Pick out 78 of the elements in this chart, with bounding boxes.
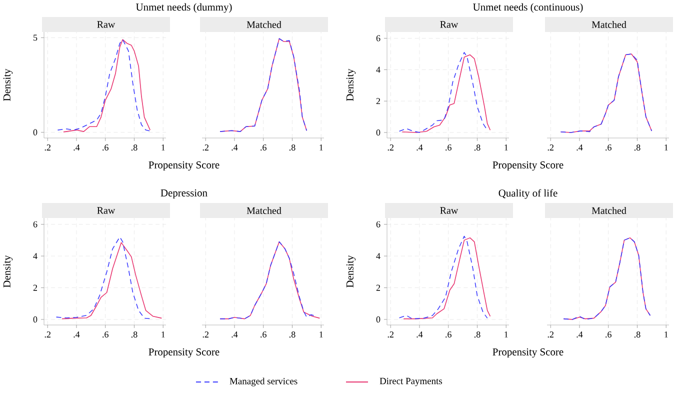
chart-subtitle: Raw [97,207,116,214]
x-axis-title: Propensity Score [492,161,564,171]
x-tick-label: .2 [202,332,208,338]
chart-title: Unmet needs (continuous) [473,3,583,13]
y-tick-label: 5 [34,34,38,41]
x-tick-label: .4 [74,144,80,151]
x-tick-label: .2 [548,144,554,151]
chart-title: Quality of life [498,189,558,199]
x-tick-label: 1 [504,144,508,150]
chart-title: Depression [160,189,208,199]
y-tick-label: 0 [376,316,380,322]
line-series [62,242,162,320]
x-tick-label: .4 [576,144,583,151]
y-tick-label: 6 [376,35,380,42]
y-tick-label: 4 [376,66,380,73]
y-tick-label: 0 [33,316,38,322]
y-tick-label: 2 [376,284,380,291]
y-tick-label: 4 [33,253,38,259]
x-tick-label: .4 [416,144,423,151]
x-tick-label: .6 [446,144,452,151]
x-tick-label: 1 [162,144,165,150]
x-axis-title: Propensity Score [148,161,220,171]
x-tick-label: .8 [474,144,480,151]
x-tick-label: .6 [102,332,108,338]
chart-title: Unmet needs (dummy) [136,3,232,13]
y-tick-label: 6 [33,221,38,228]
x-tick-label: .4 [416,332,423,338]
x-tick-label: .8 [131,332,138,338]
y-tick-label: 2 [376,98,380,104]
x-axis-title: Propensity Score [492,348,564,358]
y-axis-title: Density [3,255,13,288]
x-tick-label: .8 [289,332,296,338]
x-tick-label: .4 [232,144,238,151]
x-tick-label: .8 [474,332,480,338]
x-tick-label: .6 [446,332,452,338]
x-tick-label: .6 [260,332,266,338]
x-tick-label: .4 [232,332,238,338]
x-tick-label: .6 [606,144,612,151]
x-tick-label: .8 [634,144,640,151]
line-series [56,236,152,320]
x-tick-label: .2 [44,332,50,338]
x-tick-label: .2 [548,332,554,338]
chart-subtitle: Matched [246,206,282,214]
x-tick-label: 1 [320,332,323,338]
x-tick-label: .8 [131,144,138,151]
x-tick-label: .4 [576,332,583,338]
y-axis-title: Density [346,255,356,288]
legend-label: Managed services [230,378,298,386]
x-tick-label: 1 [504,332,508,338]
y-tick-label: 0 [33,129,38,136]
legend-label: Direct Payments [380,378,442,386]
x-tick-label: 1 [664,144,668,150]
x-tick-label: .2 [388,144,394,151]
y-axis-title: Density [346,68,356,101]
y-tick-label: 6 [376,221,380,228]
y-tick-label: 4 [376,253,380,259]
x-tick-label: .2 [44,144,50,151]
x-tick-label: 1 [162,332,165,338]
x-tick-label: 1 [320,144,323,150]
x-tick-label: .6 [606,332,612,338]
x-tick-label: 1 [664,332,668,338]
y-tick-label: 0 [376,129,380,136]
x-tick-label: .4 [74,332,80,338]
chart-subtitle: Raw [97,21,116,28]
x-tick-label: .2 [388,332,394,338]
chart-subtitle: Matched [592,20,626,28]
x-tick-label: .8 [634,332,640,338]
x-axis-title: Propensity Score [148,348,220,358]
chart-subtitle: Matched [592,206,626,214]
chart-subtitle: Raw [440,21,458,28]
y-axis-title: Density [3,68,13,101]
x-tick-label: .8 [289,144,296,151]
x-tick-label: .6 [260,144,266,151]
chart-subtitle: Raw [440,207,458,214]
x-tick-label: .6 [102,144,108,151]
y-tick-label: 2 [33,284,37,291]
x-tick-label: .2 [202,144,208,151]
chart-subtitle: Matched [246,20,282,28]
